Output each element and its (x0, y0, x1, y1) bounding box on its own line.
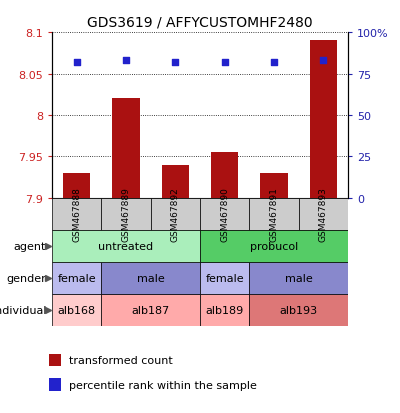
Text: alb187: alb187 (132, 305, 170, 315)
Text: transformed count: transformed count (69, 355, 172, 365)
Text: agent: agent (14, 241, 46, 251)
Bar (249, 294, 348, 326)
Title: GDS3619 / AFFYCUSTOMHF2480: GDS3619 / AFFYCUSTOMHF2480 (87, 15, 313, 29)
Bar (211, 153, 238, 198)
Text: GSM467890: GSM467890 (220, 187, 229, 242)
Text: untreated: untreated (98, 241, 154, 251)
Bar (249, 198, 299, 230)
Bar (52, 198, 101, 230)
Point (172, 59, 178, 66)
Text: percentile rank within the sample: percentile rank within the sample (69, 380, 256, 390)
Bar (49, 354, 61, 366)
Point (123, 58, 129, 64)
Bar (200, 198, 249, 230)
Bar (249, 262, 348, 294)
Bar (101, 262, 200, 294)
Bar (49, 378, 61, 391)
Text: GSM467893: GSM467893 (319, 187, 328, 242)
Text: female: female (57, 273, 96, 283)
Bar (52, 262, 101, 294)
Text: alb189: alb189 (206, 305, 244, 315)
Bar (101, 294, 200, 326)
Text: GSM467889: GSM467889 (122, 187, 130, 242)
Bar (151, 198, 200, 230)
Bar (200, 262, 249, 294)
Point (271, 59, 277, 66)
Text: male: male (137, 273, 164, 283)
Text: gender: gender (6, 273, 46, 283)
Bar (101, 198, 151, 230)
Bar (299, 198, 348, 230)
Bar (52, 230, 200, 262)
Text: GSM467892: GSM467892 (171, 187, 180, 242)
Text: alb168: alb168 (58, 305, 96, 315)
Bar (310, 41, 337, 198)
Bar (112, 99, 140, 198)
Bar (200, 230, 348, 262)
Text: individual: individual (0, 305, 46, 315)
Text: alb193: alb193 (280, 305, 318, 315)
Bar (200, 294, 249, 326)
Text: female: female (205, 273, 244, 283)
Bar (260, 173, 288, 198)
Text: GSM467891: GSM467891 (270, 187, 278, 242)
Bar (63, 173, 90, 198)
Bar (162, 165, 189, 198)
Text: probucol: probucol (250, 241, 298, 251)
Point (74, 59, 80, 66)
Point (320, 58, 326, 64)
Text: GSM467888: GSM467888 (72, 187, 81, 242)
Point (222, 59, 228, 66)
Bar (52, 294, 101, 326)
Text: male: male (285, 273, 312, 283)
